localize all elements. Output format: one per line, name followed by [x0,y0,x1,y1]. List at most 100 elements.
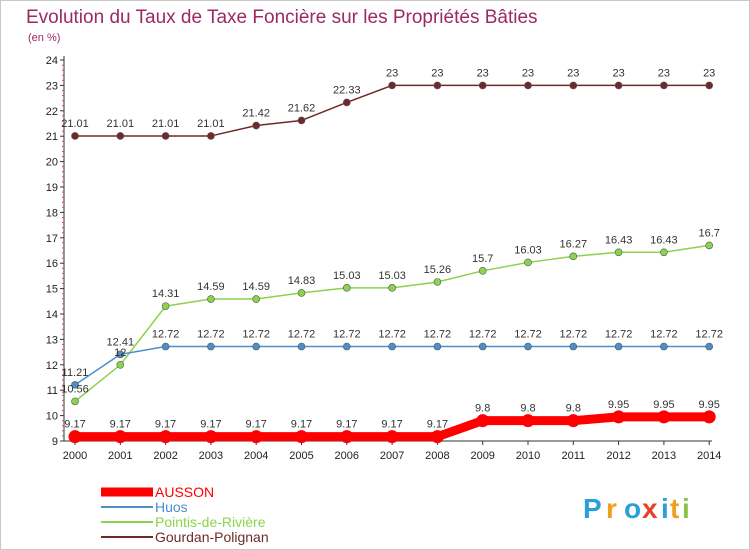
chart-title: Evolution du Taux de Taxe Foncière sur l… [26,7,538,28]
data-label: 23 [658,67,670,79]
data-label: 12.72 [514,329,542,341]
data-point [207,132,215,140]
data-point [68,430,82,444]
data-point [252,295,261,303]
data-labels: 21.01 21.01 21.01 21.01 21.42 21.62 22.33 23 23 2… [61,67,723,430]
data-point [476,414,490,428]
data-label: 12.72 [152,329,180,341]
data-label: 21.01 [107,118,135,130]
data-label: 22.33 [333,84,361,96]
data-label: 14.83 [288,275,316,287]
data-point [478,342,487,351]
series-line-huos [74,345,710,386]
data-point [252,121,261,130]
data-label: 15.03 [333,270,361,282]
data-point [433,342,442,351]
data-label: 12.72 [333,329,361,341]
logo-letter: o [624,493,641,524]
data-point [161,342,170,351]
data-point [524,258,532,267]
data-label: 12.72 [695,329,723,341]
data-point [569,342,578,351]
data-label: 12.72 [288,329,316,341]
data-point [342,98,351,107]
data-label: 9.95 [698,399,719,411]
data-point [204,430,218,444]
logo-letter: t [670,493,679,524]
data-label: 12.72 [650,329,678,341]
y-tick-label: 11 [47,385,58,397]
data-label: 9.17 [427,419,448,431]
data-point [252,342,261,351]
x-tick-label: 2000 [63,450,87,462]
data-point [614,248,623,257]
data-point [612,410,626,424]
data-point [297,342,306,351]
y-tick-label: 10 [46,411,58,423]
data-point [159,430,173,444]
series-line-pointis-de-rivière [74,244,710,402]
x-tick-label: 2008 [425,450,449,462]
data-point [430,430,444,444]
y-tick-label: 9 [52,436,58,448]
data-point [297,289,306,297]
data-point [207,295,215,303]
x-tick-label: 2005 [289,450,313,462]
data-point [207,342,215,351]
y-tick-label: 24 [46,55,58,67]
data-label: 23 [612,67,624,79]
data-point [705,241,714,250]
legend-label: Huos [155,499,188,515]
data-label: 12.72 [560,329,588,341]
data-point [388,342,396,351]
data-point [342,342,351,351]
data-label: 12.72 [242,329,270,341]
data-point [71,397,79,406]
data-point [71,132,79,140]
data-label: 16.43 [605,234,633,246]
y-tick-label: 18 [46,207,58,219]
data-point [614,342,623,351]
legend: AUSSONHuosPointis-de-RivièreGourdan-Poli… [101,484,269,545]
data-point [161,132,170,140]
legend-label: Gourdan-Polignan [155,529,269,545]
data-label: 23 [386,67,398,79]
data-label: 12.72 [197,329,225,341]
data-point [614,81,623,90]
y-tick-label: 17 [46,233,58,245]
data-point [161,302,170,310]
y-tick-label: 15 [46,284,58,296]
data-point [657,410,671,424]
data-label: 23 [567,67,579,79]
data-label: 16.43 [650,234,678,246]
data-label: 10.56 [61,383,89,395]
data-point [660,342,668,351]
data-point [388,81,396,90]
data-label: 9.17 [291,419,312,431]
data-point [524,81,532,90]
data-point [569,252,578,261]
y-tick-label: 23 [46,80,58,92]
chart-subtitle: (en %) [28,32,60,44]
data-label: 21.01 [61,118,89,130]
data-point [569,81,578,90]
data-point [385,430,399,444]
data-point [705,81,714,90]
data-point [660,248,668,257]
data-label: 21.42 [242,108,270,120]
data-label: 15.7 [472,253,493,265]
data-label: 12 [114,347,126,359]
data-label: 9.95 [608,399,629,411]
x-tick-label: 2010 [516,450,540,462]
x-tick-label: 2013 [652,450,676,462]
y-tick-label: 13 [46,334,58,346]
data-point [388,284,396,292]
y-tick-label: 21 [46,131,58,143]
y-tick-label: 19 [46,182,58,194]
data-label: 9.17 [64,419,85,431]
data-label: 9.17 [336,419,357,431]
legend-label: Pointis-de-Rivière [155,514,266,530]
data-label: 9.17 [381,419,402,431]
data-label: 9.17 [200,419,221,431]
